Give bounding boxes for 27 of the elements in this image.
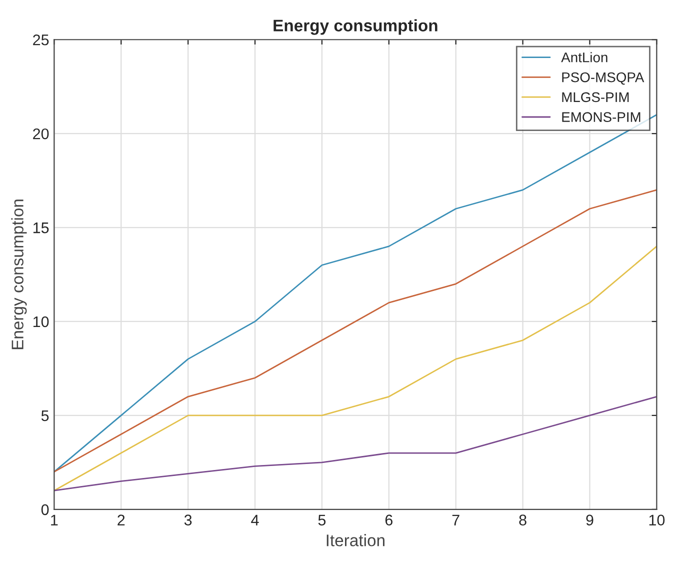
y-tick-label: 20 <box>33 128 49 140</box>
x-tick-label: 1 <box>51 514 58 526</box>
legend-label: PSO-MSQPA <box>562 72 644 85</box>
y-tick-label: 10 <box>33 316 49 328</box>
x-tick-label: 5 <box>318 514 326 526</box>
x-tick-label: 6 <box>385 514 392 526</box>
line-series <box>54 246 657 492</box>
y-axis-title: Energy consumption <box>11 200 27 350</box>
y-tick-label: 5 <box>41 410 49 422</box>
y-tick-label: 0 <box>41 504 49 516</box>
chart-title: Energy consumption <box>274 19 438 35</box>
y-tick-label: 15 <box>33 222 49 234</box>
line-series <box>54 396 657 492</box>
x-tick-label: 10 <box>649 514 665 526</box>
x-tick-label: 9 <box>586 514 594 526</box>
line-series <box>54 114 657 473</box>
legend-label: EMONS-PIM <box>562 112 640 122</box>
y-tick-label: 25 <box>33 34 49 46</box>
x-tick-label: 3 <box>184 514 192 526</box>
x-tick-label: 7 <box>452 514 460 526</box>
x-tick-label: 4 <box>251 514 259 526</box>
x-tick-label: 2 <box>118 514 125 526</box>
x-tick-label: 8 <box>519 514 526 526</box>
line-series <box>54 189 657 473</box>
x-axis-title: Iteration <box>326 534 384 546</box>
legend-label: AntLion <box>561 52 608 62</box>
legend-label: MLGS-PIM <box>562 92 629 102</box>
